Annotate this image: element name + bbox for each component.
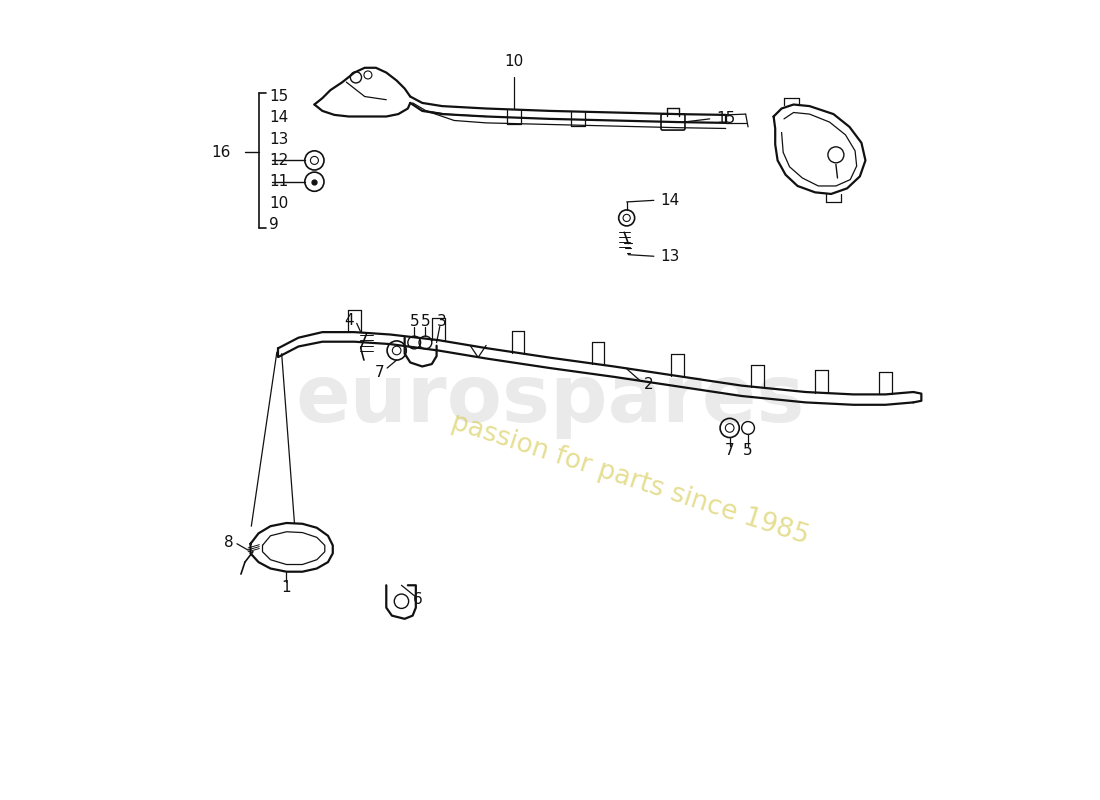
Text: eurospares: eurospares (295, 361, 805, 439)
Text: 4: 4 (344, 313, 353, 328)
Text: 5: 5 (420, 314, 430, 330)
Text: 12: 12 (268, 153, 288, 168)
Text: 16: 16 (211, 145, 231, 160)
Text: 15: 15 (268, 89, 288, 104)
Text: 11: 11 (268, 174, 288, 190)
Text: 2: 2 (645, 377, 653, 391)
Text: 1: 1 (282, 580, 292, 595)
Text: 5: 5 (744, 443, 752, 458)
Text: 9: 9 (268, 217, 278, 232)
Text: 8: 8 (224, 534, 234, 550)
Text: 7: 7 (725, 443, 735, 458)
Text: 13: 13 (660, 249, 680, 264)
Text: passion for parts since 1985: passion for parts since 1985 (448, 410, 812, 550)
Text: 10: 10 (268, 195, 288, 210)
Text: 14: 14 (268, 110, 288, 126)
Text: 7: 7 (374, 366, 384, 380)
Text: 13: 13 (268, 132, 288, 146)
Text: 10: 10 (505, 54, 524, 69)
Text: 15: 15 (716, 111, 736, 126)
Text: 6: 6 (414, 592, 424, 607)
Text: 3: 3 (438, 314, 447, 330)
Text: 14: 14 (660, 193, 680, 208)
Text: 5: 5 (409, 314, 419, 330)
